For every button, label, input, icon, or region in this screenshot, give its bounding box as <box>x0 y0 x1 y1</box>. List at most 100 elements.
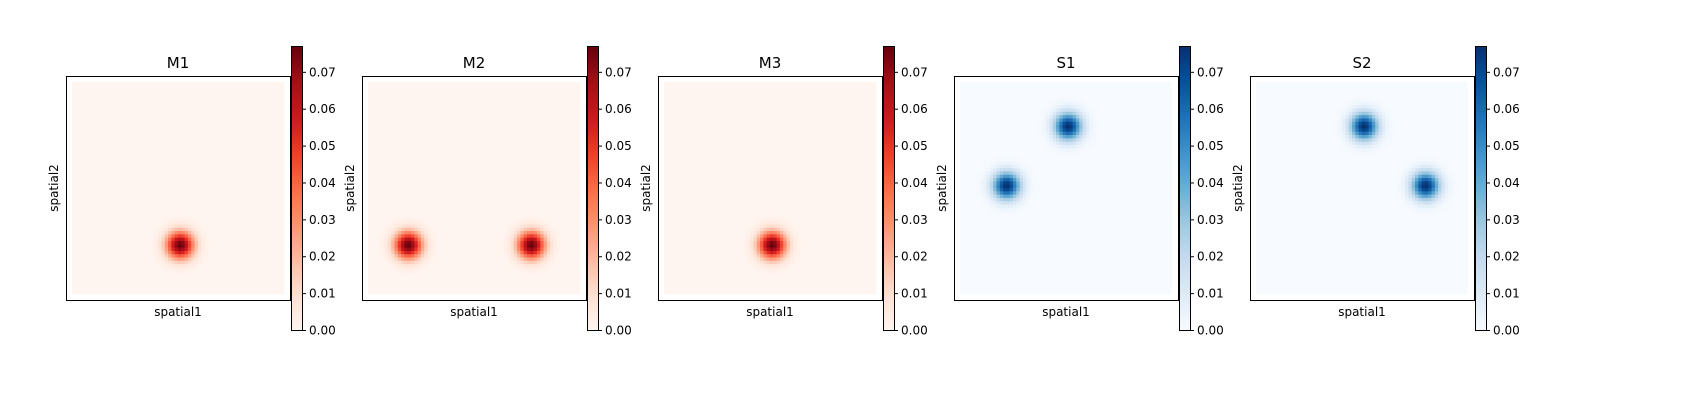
heatmap-cell <box>125 194 129 199</box>
heatmap-cell <box>527 118 531 123</box>
heatmap-cell <box>464 82 468 86</box>
heatmap-cell <box>437 82 442 86</box>
heatmap-cell <box>72 154 76 159</box>
heatmap-cell <box>118 148 123 152</box>
heatmap-cell <box>171 277 176 282</box>
heatmap-cell <box>573 88 578 93</box>
heatmap-cell <box>78 138 83 143</box>
heatmap-cell <box>444 101 448 106</box>
heatmap-cell <box>274 191 278 196</box>
heatmap-cell <box>91 188 96 192</box>
heatmap-cell <box>125 201 129 205</box>
heatmap-cell <box>221 204 225 209</box>
heatmap-cell <box>260 158 265 162</box>
heatmap-cell <box>151 191 156 196</box>
heatmap-cell <box>154 250 159 255</box>
heatmap-cell <box>121 191 126 196</box>
heatmap-cell <box>507 108 511 113</box>
heatmap-cell <box>227 164 232 169</box>
heatmap-cell <box>78 135 83 139</box>
heatmap-cell <box>168 290 172 295</box>
heatmap-cell <box>115 111 119 116</box>
heatmap-cell <box>447 95 452 99</box>
heatmap-cell <box>257 88 262 93</box>
heatmap-cell <box>424 121 429 126</box>
heatmap-cell <box>224 227 229 232</box>
heatmap-cell <box>197 260 202 265</box>
heatmap-cell <box>187 267 192 272</box>
heatmap-cell <box>178 121 182 126</box>
heatmap-cell <box>207 91 212 96</box>
heatmap-cell <box>454 108 458 113</box>
heatmap-cell <box>101 108 106 113</box>
heatmap-cell <box>144 264 149 268</box>
heatmap-cell <box>194 168 199 172</box>
heatmap-cell <box>85 267 89 272</box>
heatmap-cell <box>168 135 172 139</box>
heatmap-cell <box>280 88 285 93</box>
heatmap-cell <box>158 115 162 119</box>
heatmap-cell <box>78 194 83 199</box>
heatmap-cell <box>454 118 458 123</box>
heatmap-cell <box>134 181 139 186</box>
heatmap-cell <box>260 121 265 126</box>
heatmap-cell <box>154 171 159 176</box>
heatmap-cell <box>231 181 235 186</box>
heatmap-cell <box>523 105 528 109</box>
heatmap-cell <box>72 128 76 133</box>
heatmap-cell <box>224 138 229 143</box>
heatmap-cell <box>118 141 123 146</box>
heatmap-cell <box>257 168 262 172</box>
heatmap-cell <box>497 121 501 126</box>
heatmap-cell <box>115 108 119 113</box>
heatmap-cell <box>174 254 179 258</box>
heatmap-cell <box>134 284 139 288</box>
heatmap-cell <box>91 171 96 176</box>
heatmap-cell <box>144 151 149 156</box>
heatmap-cell <box>244 274 248 278</box>
heatmap-cell <box>224 82 229 86</box>
heatmap-cell <box>254 270 258 275</box>
heatmap-cell <box>194 188 199 192</box>
heatmap-cell <box>270 121 275 126</box>
heatmap-cell <box>240 197 245 202</box>
heatmap-cell <box>154 284 159 288</box>
heatmap-cell <box>81 168 86 172</box>
heatmap-cell <box>131 221 136 225</box>
heatmap-cell <box>111 158 116 162</box>
heatmap-cell <box>174 257 179 262</box>
heatmap-cell <box>154 280 159 285</box>
heatmap-cell <box>101 125 106 129</box>
heatmap-cell <box>88 224 93 229</box>
heatmap-cell <box>411 121 415 126</box>
heatmap-cell <box>75 290 80 295</box>
heatmap-cell <box>184 178 189 182</box>
heatmap-cell <box>105 164 109 169</box>
heatmap-cell <box>244 161 248 166</box>
heatmap-cell <box>148 267 152 272</box>
heatmap-cell <box>381 101 385 106</box>
heatmap-cell <box>72 188 76 192</box>
heatmap-cell <box>118 264 123 268</box>
heatmap-cell <box>214 88 219 93</box>
heatmap-cell <box>181 214 186 219</box>
heatmap-cell <box>231 148 235 152</box>
heatmap-cell <box>204 221 209 225</box>
heatmap-cell <box>207 168 212 172</box>
heatmap-cell <box>118 257 123 262</box>
heatmap-cell <box>125 138 129 143</box>
heatmap-cell <box>158 131 162 136</box>
heatmap-cell <box>434 111 438 116</box>
heatmap-cell <box>221 181 225 186</box>
heatmap-cell <box>247 244 252 249</box>
heatmap-cell <box>197 115 202 119</box>
heatmap-cell <box>217 168 222 172</box>
heatmap-cell <box>161 244 166 249</box>
heatmap-cell <box>161 201 166 205</box>
heatmap-cell <box>105 267 109 272</box>
heatmap-cell <box>207 270 212 275</box>
heatmap-cell <box>187 91 192 96</box>
heatmap-cell <box>224 91 229 96</box>
heatmap-cell <box>131 194 136 199</box>
heatmap-cell <box>217 227 222 232</box>
